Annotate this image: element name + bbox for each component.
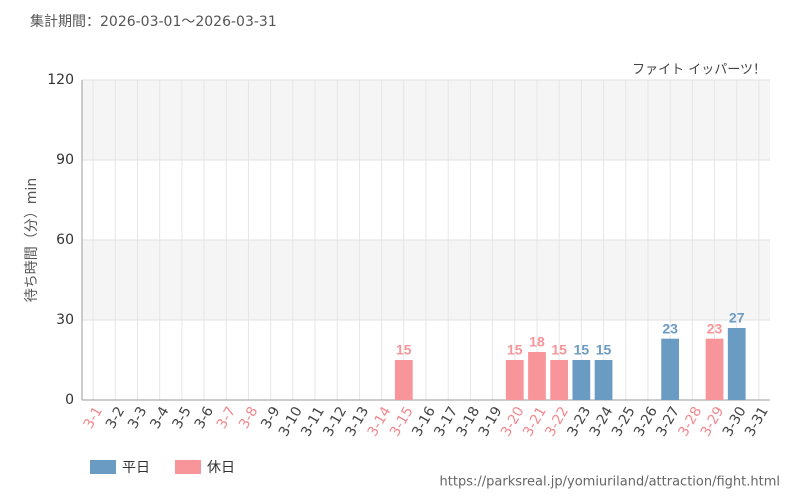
bar xyxy=(594,360,613,400)
legend-label: 平日 xyxy=(122,460,150,476)
annotation: ファイト イッパーツ！ xyxy=(632,63,766,78)
bar xyxy=(705,338,724,400)
x-tick-label: 3-1 xyxy=(81,404,106,432)
x-tick-label: 3-8 xyxy=(236,404,261,432)
legend-swatch xyxy=(90,460,116,474)
value-label: 18 xyxy=(529,334,545,350)
legend-swatch xyxy=(175,460,201,474)
y-tick-label: 0 xyxy=(65,392,74,408)
bar xyxy=(550,360,569,400)
x-tick-label: 3-7 xyxy=(214,404,239,432)
y-tick-label: 120 xyxy=(47,72,74,88)
bar xyxy=(394,360,413,400)
y-tick-label: 60 xyxy=(56,232,74,248)
bar xyxy=(727,328,746,400)
value-label: 15 xyxy=(574,342,590,358)
y-tick-label: 30 xyxy=(56,312,74,328)
x-tick-label: 3-4 xyxy=(147,404,172,432)
value-label: 27 xyxy=(729,310,745,326)
bar xyxy=(572,360,591,400)
value-label: 15 xyxy=(507,342,523,358)
y-axis-label: 待ち時間（分）min xyxy=(24,178,40,302)
bar xyxy=(528,352,546,400)
x-tick-label: 3-6 xyxy=(192,404,217,432)
value-label: 15 xyxy=(596,342,612,358)
legend-label: 休日 xyxy=(207,460,235,476)
subtitle: 集計期間：2026-03-01～2026-03-31 xyxy=(30,13,277,30)
value-label: 23 xyxy=(707,320,723,336)
value-label: 15 xyxy=(396,342,412,358)
x-tick-label: 3-3 xyxy=(125,404,150,432)
x-tick-label: 3-31 xyxy=(742,404,772,440)
x-tick-label: 3-5 xyxy=(170,404,195,432)
value-label: 23 xyxy=(662,320,678,336)
y-tick-label: 90 xyxy=(56,152,74,168)
value-label: 15 xyxy=(551,342,567,358)
source: https://parksreal.jp/yomiuriland/attract… xyxy=(440,475,780,490)
bar xyxy=(505,360,524,400)
bar xyxy=(661,338,680,400)
x-tick-label: 3-2 xyxy=(103,404,128,432)
